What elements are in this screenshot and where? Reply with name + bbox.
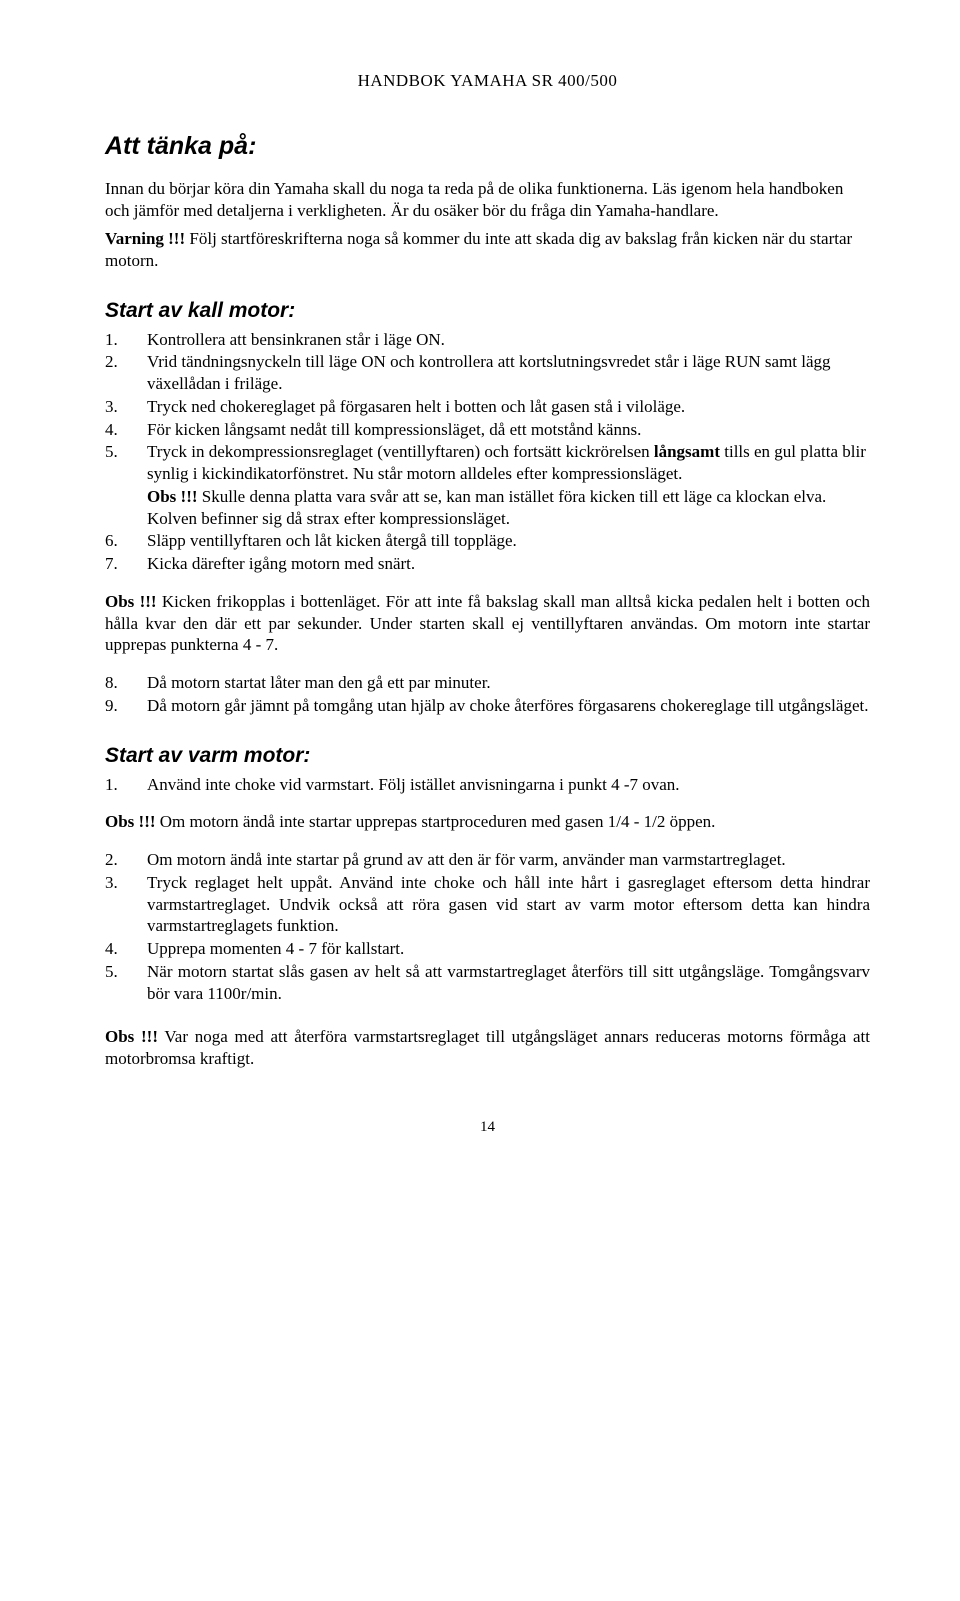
obs2-paragraph: Obs !!! Kicken frikopplas i bottenläget.… <box>105 591 870 656</box>
list-text: Då motorn startat låter man den gå ett p… <box>147 672 870 694</box>
obs3-paragraph: Obs !!! Om motorn ändå inte startar uppr… <box>105 811 870 833</box>
cold-start-item-5: 5. Tryck in dekompressionsreglaget (vent… <box>105 441 870 529</box>
cold5-obs: Obs !!! Skulle denna platta vara svår at… <box>147 486 870 530</box>
list-text: Om motorn ändå inte startar på grund av … <box>147 849 870 871</box>
list-number: 4. <box>105 938 147 960</box>
cold-start-list-c: 8.Då motorn startat låter man den gå ett… <box>105 672 870 717</box>
heading-main: Att tänka på: <box>105 130 870 162</box>
page-number: 14 <box>105 1118 870 1137</box>
warning-text: Följ startföreskrifterna noga så kommer … <box>105 229 852 270</box>
obs4-paragraph: Obs !!! Var noga med att återföra varmst… <box>105 1026 870 1070</box>
page-header: HANDBOK YAMAHA SR 400/500 <box>105 70 870 92</box>
list-number: 1. <box>105 329 147 351</box>
obs2-label: Obs !!! <box>105 592 157 611</box>
warning-paragraph: Varning !!! Följ startföreskrifterna nog… <box>105 228 870 272</box>
list-number: 6. <box>105 530 147 552</box>
list-text: Upprepa momenten 4 - 7 för kallstart. <box>147 938 870 960</box>
cold5-text-a: Tryck in dekompressionsreglaget (ventill… <box>147 442 654 461</box>
list-number: 1. <box>105 774 147 796</box>
warm-start-item-1: 1. Använd inte choke vid varmstart. Följ… <box>105 774 870 796</box>
cold5-obs-label: Obs !!! <box>147 487 198 506</box>
list-text: Då motorn går jämnt på tomgång utan hjäl… <box>147 695 870 717</box>
obs3-label: Obs !!! <box>105 812 156 831</box>
list-number: 2. <box>105 849 147 871</box>
heading-cold-start: Start av kall motor: <box>105 298 870 325</box>
cold-start-list-a: 1.Kontrollera att bensinkranen står i lä… <box>105 329 870 441</box>
list-number: 7. <box>105 553 147 575</box>
list-text: Kicka därefter igång motorn med snärt. <box>147 553 870 575</box>
list-text: När motorn startat slås gasen av helt så… <box>147 961 870 1005</box>
obs4-text: Var noga med att återföra varmstartsregl… <box>105 1027 870 1068</box>
list-number: 2. <box>105 351 147 395</box>
list-text: Släpp ventillyftaren och låt kicken åter… <box>147 530 870 552</box>
list-text: Tryck in dekompressionsreglaget (ventill… <box>147 441 870 529</box>
list-text: Använd inte choke vid varmstart. Följ is… <box>147 774 870 796</box>
cold-start-list-b: 6.Släpp ventillyftaren och låt kicken åt… <box>105 530 870 575</box>
cold5-bold: långsamt <box>654 442 720 461</box>
list-number: 9. <box>105 695 147 717</box>
warning-label: Varning !!! <box>105 229 185 248</box>
list-number: 3. <box>105 872 147 937</box>
list-number: 8. <box>105 672 147 694</box>
list-text: Vrid tändningsnyckeln till läge ON och k… <box>147 351 870 395</box>
obs2-text: Kicken frikopplas i bottenläget. För att… <box>105 592 870 655</box>
list-number: 3. <box>105 396 147 418</box>
cold5-obs-text: Skulle denna platta vara svår att se, ka… <box>147 487 826 528</box>
intro-paragraph: Innan du börjar köra din Yamaha skall du… <box>105 178 870 222</box>
list-number: 5. <box>105 961 147 1005</box>
list-text: För kicken långsamt nedåt till kompressi… <box>147 419 870 441</box>
list-text: Tryck reglaget helt uppåt. Använd inte c… <box>147 872 870 937</box>
list-number: 4. <box>105 419 147 441</box>
warm-start-list-b: 2.Om motorn ändå inte startar på grund a… <box>105 849 870 1004</box>
list-number: 5. <box>105 441 147 529</box>
obs4-label: Obs !!! <box>105 1027 158 1046</box>
obs3-text: Om motorn ändå inte startar upprepas sta… <box>156 812 716 831</box>
list-text: Kontrollera att bensinkranen står i läge… <box>147 329 870 351</box>
heading-warm-start: Start av varm motor: <box>105 743 870 770</box>
list-text: Tryck ned chokereglaget på förgasaren he… <box>147 396 870 418</box>
